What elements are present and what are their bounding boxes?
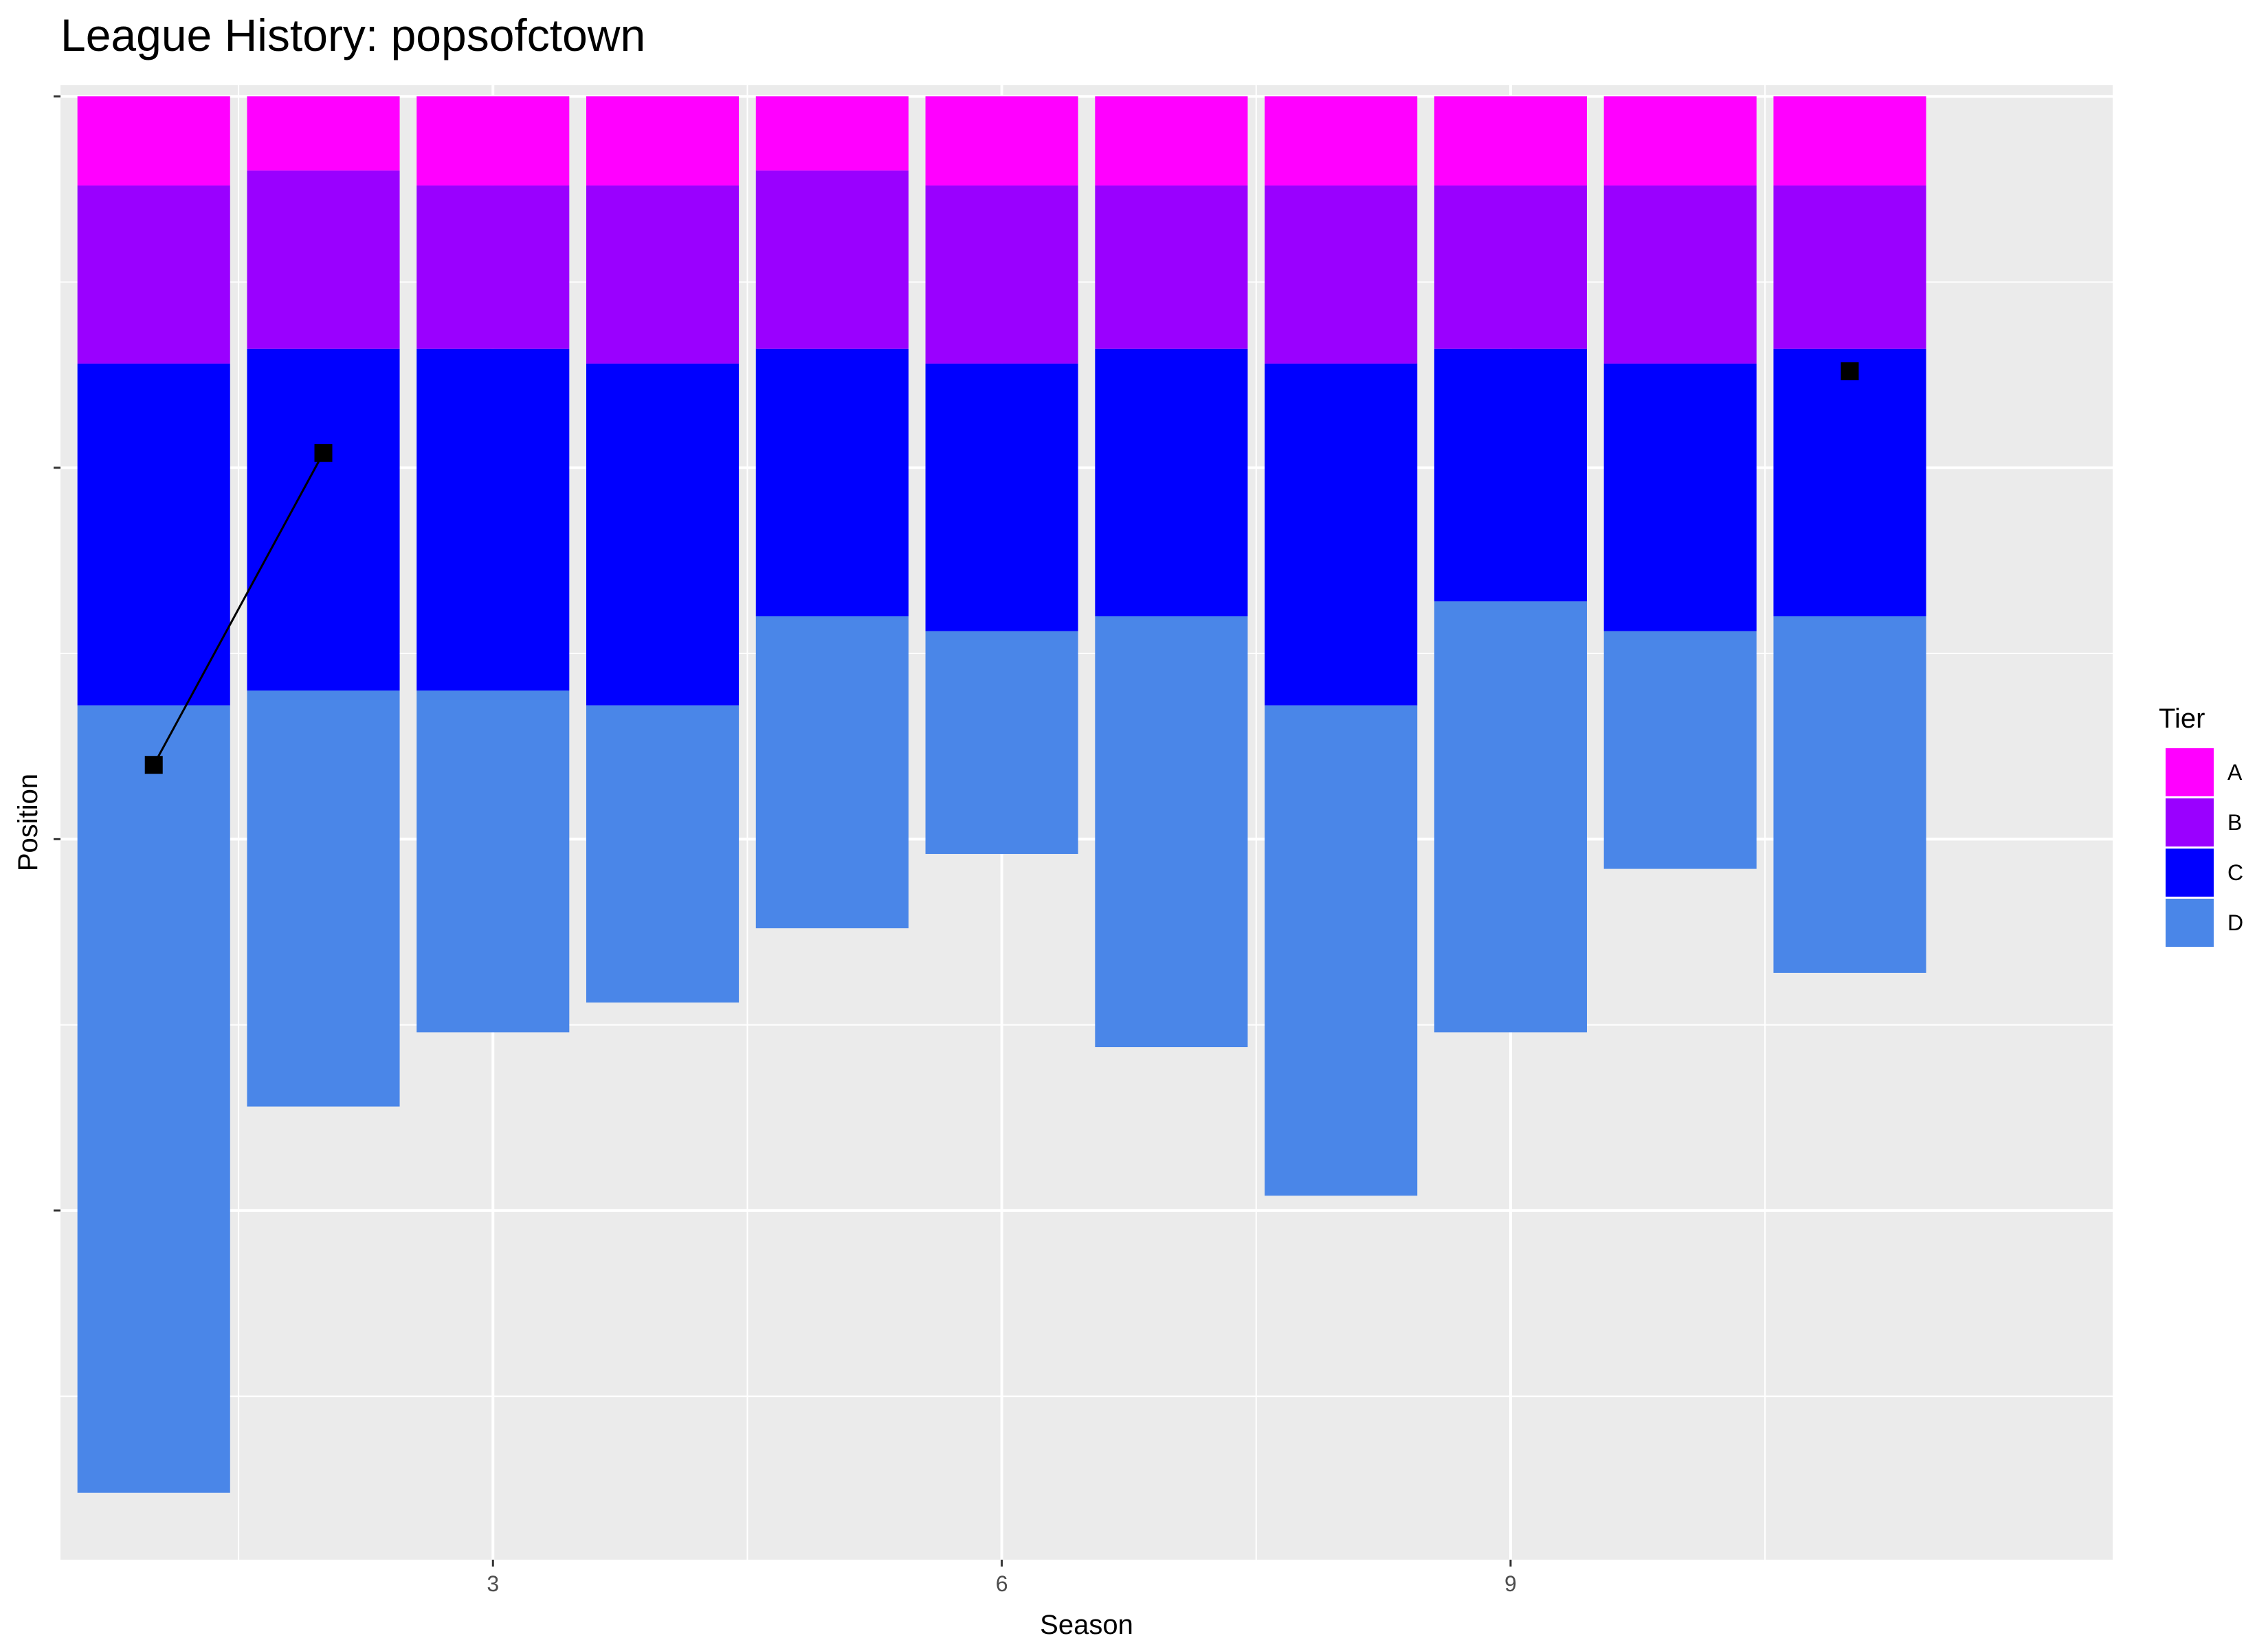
bar-season-2-tier-d	[247, 691, 400, 1107]
legend-key-c	[2166, 849, 2214, 897]
legend-label-d: D	[2227, 910, 2243, 935]
bar-season-11-tier-b	[1773, 185, 1926, 349]
bar-season-11-tier-a	[1773, 96, 1926, 186]
bars	[77, 96, 1926, 1493]
bar-season-11-tier-d	[1773, 616, 1926, 973]
x-tick-label: 6	[996, 1571, 1008, 1596]
bar-season-6-tier-a	[925, 96, 1078, 186]
bar-season-4-tier-a	[586, 96, 740, 186]
legend-title: Tier	[2159, 704, 2205, 734]
legend-label-c: C	[2227, 860, 2243, 885]
bar-season-3-tier-b	[416, 185, 570, 349]
plot-panel	[60, 85, 2113, 1560]
y-axis	[54, 95, 60, 1212]
x-axis: 3 6 9	[487, 1560, 1517, 1596]
bar-season-10-tier-d	[1603, 631, 1757, 869]
bar-season-4-tier-c	[586, 363, 740, 706]
bar-season-2-tier-b	[247, 170, 400, 349]
bar-season-7-tier-c	[1095, 348, 1248, 616]
bar-season-8-tier-b	[1265, 185, 1418, 364]
bar-season-1-tier-d	[77, 705, 230, 1493]
grid-minor	[60, 85, 2113, 1560]
bar-season-3-tier-a	[416, 96, 570, 186]
y-axis-title: Position	[13, 774, 43, 871]
bar-season-9-tier-b	[1434, 185, 1587, 349]
x-tick-label: 9	[1504, 1571, 1517, 1596]
bar-season-8-tier-d	[1265, 705, 1418, 1196]
bar-season-4-tier-d	[586, 705, 740, 1003]
bar-season-8-tier-a	[1265, 96, 1418, 186]
x-axis-title: Season	[1040, 1610, 1133, 1640]
bar-season-5-tier-d	[755, 616, 909, 929]
bar-season-2-tier-c	[247, 348, 400, 691]
legend-key-a	[2166, 748, 2214, 796]
position-marker-season-11	[1841, 362, 1859, 381]
bar-season-3-tier-d	[416, 691, 570, 1033]
legend-key-b	[2166, 798, 2214, 846]
bar-season-4-tier-b	[586, 185, 740, 364]
bar-season-8-tier-c	[1265, 363, 1418, 706]
bar-season-10-tier-c	[1603, 363, 1757, 631]
bar-season-1-tier-a	[77, 96, 230, 186]
bar-season-9-tier-c	[1434, 348, 1587, 602]
bar-season-7-tier-b	[1095, 185, 1248, 349]
bar-season-6-tier-d	[925, 631, 1078, 854]
chart-title: League History: popsofctown	[60, 10, 645, 60]
bar-season-5-tier-b	[755, 170, 909, 349]
bar-season-7-tier-a	[1095, 96, 1248, 186]
position-marker-season-2	[314, 444, 333, 462]
bar-season-7-tier-d	[1095, 616, 1248, 1048]
bar-season-5-tier-c	[755, 348, 909, 616]
bar-season-3-tier-c	[416, 348, 570, 691]
bar-season-11-tier-c	[1773, 348, 1926, 616]
bar-season-6-tier-b	[925, 185, 1078, 364]
bar-season-1-tier-c	[77, 363, 230, 706]
bar-season-10-tier-b	[1603, 185, 1757, 364]
bar-season-9-tier-a	[1434, 96, 1587, 186]
position-marker-season-1	[144, 756, 163, 774]
bar-season-1-tier-b	[77, 185, 230, 364]
bar-season-5-tier-a	[755, 96, 909, 171]
bar-season-9-tier-d	[1434, 601, 1587, 1033]
legend-label-b: B	[2227, 810, 2242, 835]
position-series	[144, 362, 1859, 774]
bar-season-2-tier-a	[247, 96, 400, 171]
legend-label-a: A	[2227, 760, 2243, 785]
bar-season-6-tier-c	[925, 363, 1078, 631]
legend-key-d	[2166, 899, 2214, 947]
bar-season-10-tier-a	[1603, 96, 1757, 186]
position-line	[153, 452, 324, 765]
x-tick-label: 3	[487, 1571, 499, 1596]
